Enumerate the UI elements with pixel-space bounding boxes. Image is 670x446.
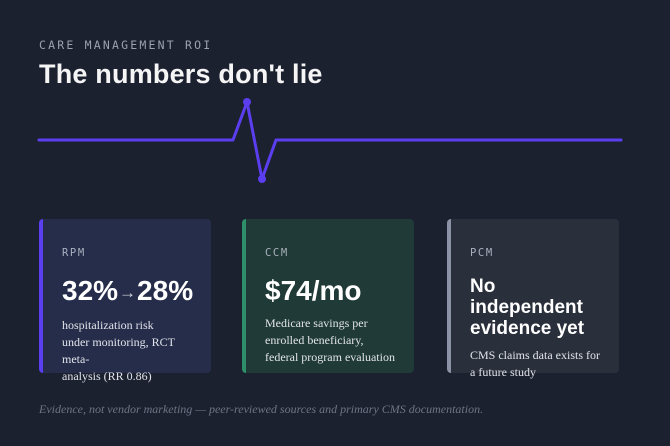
card-description: CMS claims data exists for a future stud… [470,347,605,381]
stat-line: No independent [470,276,583,318]
stat-from: 32% [62,275,119,306]
desc-line: hospitalization risk [62,318,154,332]
card-label: PCM [470,247,494,259]
stat-to: 28% [137,275,194,306]
card-description: Medicare savings per enrolled beneficiar… [265,315,400,366]
card-stat: $74/mo [265,275,362,306]
desc-line: enrolled beneficiary, [265,333,364,347]
rpm-card: RPM 32%→28% hospitalization risk under m… [39,219,211,383]
card-description: hospitalization risk under monitoring, R… [62,317,197,385]
stat-line: evidence yet [470,318,585,339]
arrow-icon: → [119,283,137,302]
eyebrow-label: CARE MANAGEMENT ROI [39,38,213,52]
card-stat: No independent evidence yet [470,276,605,339]
ccm-card: CCM $74/mo Medicare savings per enrolled… [242,219,414,373]
card-label: RPM [62,247,86,259]
card-label: CCM [265,247,289,259]
desc-line: under monitoring, RCT meta- [62,335,175,366]
page-title: The numbers don't lie [39,59,323,89]
footer-note: Evidence, not vendor marketing — peer-re… [39,402,484,416]
pulse-peak-dot [243,98,251,106]
desc-line: Medicare savings per [265,316,368,330]
pulse-trough-dot [258,175,266,183]
pcm-card: PCM No independent evidence yet CMS clai… [447,219,619,379]
desc-line: federal program evaluation [265,350,395,364]
desc-line: analysis (RR 0.86) [62,369,152,383]
desc-line: a future study [470,365,536,379]
card-stat: 32%→28% [62,276,197,308]
desc-line: CMS claims data exists for [470,348,600,362]
pulse-trace [37,100,623,181]
